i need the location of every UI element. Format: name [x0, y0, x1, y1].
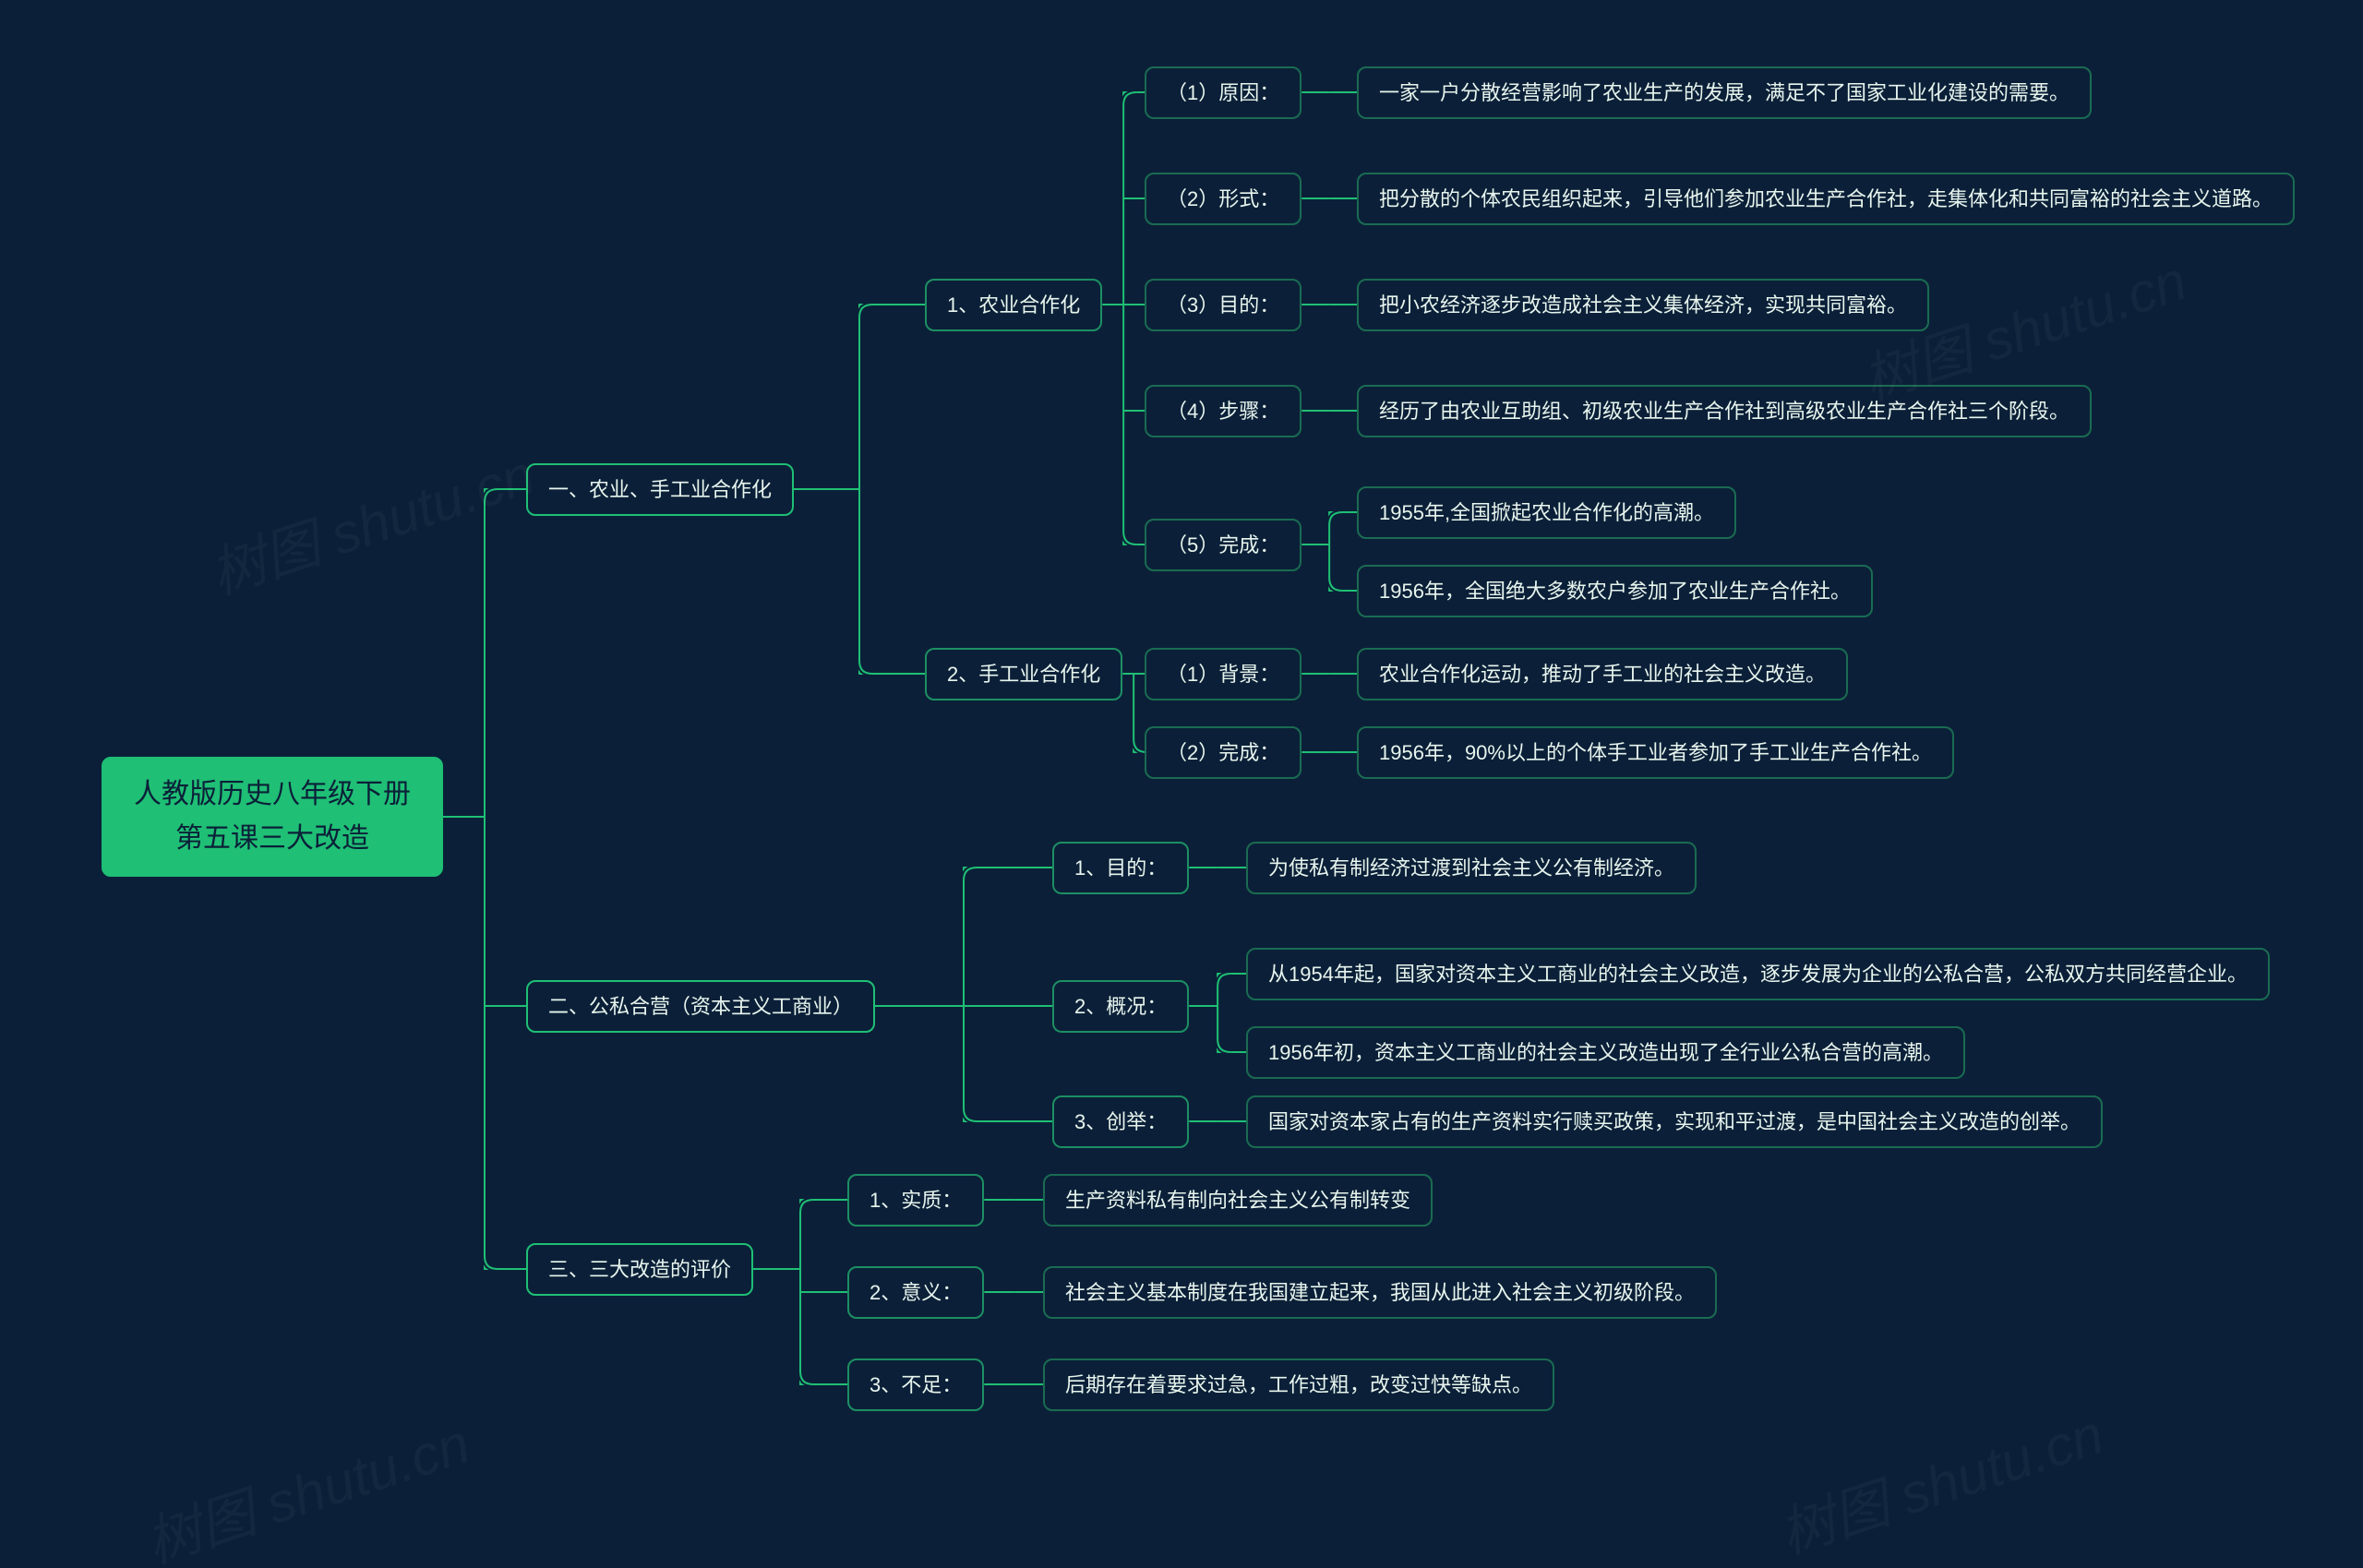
mindmap-node-c1d: 生产资料私有制向社会主义公有制转变	[1043, 1174, 1433, 1227]
mindmap-node-a1_2d: 把分散的个体农民组织起来，引导他们参加农业生产合作社，走集体化和共同富裕的社会主…	[1357, 173, 2295, 225]
mindmap-node-c3d: 后期存在着要求过急，工作过粗，改变过快等缺点。	[1043, 1359, 1554, 1411]
mindmap-node-a2_2d: 1956年，90%以上的个体手工业者参加了手工业生产合作社。	[1357, 726, 1954, 779]
mindmap-node-a1_5a: 1955年,全国掀起农业合作化的高潮。	[1357, 486, 1736, 539]
mindmap-node-a1_4d: 经历了由农业互助组、初级农业生产合作社到高级农业生产合作社三个阶段。	[1357, 385, 2092, 437]
mindmap-node-a1_3d: 把小农经济逐步改造成社会主义集体经济，实现共同富裕。	[1357, 279, 1929, 331]
mindmap-node-c2: 2、意义：	[847, 1266, 984, 1319]
mindmap-node-a1_5: （5）完成：	[1145, 519, 1301, 571]
mindmap-node-b: 二、公私合营（资本主义工商业）	[526, 980, 875, 1033]
mindmap-node-a1_4: （4）步骤：	[1145, 385, 1301, 437]
mindmap-node-a2_1: （1）背景：	[1145, 648, 1301, 700]
mindmap-node-a1_1d: 一家一户分散经营影响了农业生产的发展，满足不了国家工业化建设的需要。	[1357, 66, 2092, 119]
watermark: 树图 shutu.cn	[198, 430, 543, 610]
mindmap-node-a2: 2、手工业合作化	[925, 648, 1122, 700]
mindmap-node-b2: 2、概况：	[1052, 980, 1189, 1033]
mindmap-node-a1: 1、农业合作化	[925, 279, 1102, 331]
watermark: 树图 shutu.cn	[134, 1399, 478, 1568]
mindmap-node-a1_5b: 1956年，全国绝大多数农户参加了农业生产合作社。	[1357, 565, 1873, 617]
mindmap-node-c: 三、三大改造的评价	[526, 1243, 753, 1296]
mindmap-node-c3: 3、不足：	[847, 1359, 984, 1411]
mindmap-node-a1_2: （2）形式：	[1145, 173, 1301, 225]
mindmap-node-c2d: 社会主义基本制度在我国建立起来，我国从此进入社会主义初级阶段。	[1043, 1266, 1717, 1319]
mindmap-node-a2_2: （2）完成：	[1145, 726, 1301, 779]
mindmap-node-a1_3: （3）目的：	[1145, 279, 1301, 331]
mindmap-node-a1_1: （1）原因：	[1145, 66, 1301, 119]
mindmap-node-root: 人教版历史八年级下册第五课三大改造	[102, 757, 443, 877]
mindmap-node-a2_1d: 农业合作化运动，推动了手工业的社会主义改造。	[1357, 648, 1848, 700]
mindmap-node-b3d: 国家对资本家占有的生产资料实行赎买政策，实现和平过渡，是中国社会主义改造的创举。	[1246, 1095, 2103, 1148]
watermark: 树图 shutu.cn	[1768, 1390, 2112, 1568]
mindmap-node-c1: 1、实质：	[847, 1174, 984, 1227]
mindmap-node-b2b: 1956年初，资本主义工商业的社会主义改造出现了全行业公私合营的高潮。	[1246, 1026, 1965, 1079]
mindmap-node-a: 一、农业、手工业合作化	[526, 463, 794, 516]
mindmap-node-b3: 3、创举：	[1052, 1095, 1189, 1148]
mindmap-node-b1d: 为使私有制经济过渡到社会主义公有制经济。	[1246, 842, 1697, 894]
mindmap-node-b1: 1、目的：	[1052, 842, 1189, 894]
mindmap-node-b2a: 从1954年起，国家对资本主义工商业的社会主义改造，逐步发展为企业的公私合营，公…	[1246, 948, 2270, 1000]
